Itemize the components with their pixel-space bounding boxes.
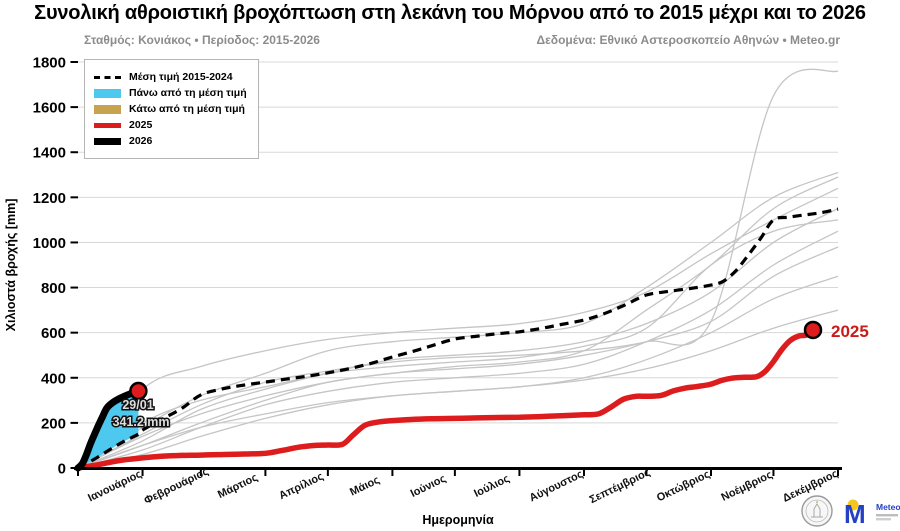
annotation-value: 341.2 mm bbox=[113, 415, 170, 429]
x-tick-label: Απρίλιος bbox=[277, 470, 326, 502]
meteo-logo-text: Meteo bbox=[876, 502, 900, 512]
y-tick-label: 1600 bbox=[33, 100, 66, 117]
historical-year-line bbox=[77, 275, 839, 469]
above-mean-fill bbox=[78, 391, 139, 468]
marker-2026 bbox=[129, 381, 148, 401]
legend-item: Κάτω από τη μέση τιμή bbox=[94, 103, 247, 115]
y-tick-label: 200 bbox=[41, 415, 66, 432]
legend-swatch-patch-icon bbox=[94, 88, 121, 98]
x-tick-label: Σεπτέμβριος bbox=[588, 466, 653, 506]
meteo-logo: M Meteo bbox=[844, 499, 900, 529]
legend-swatch-line-icon bbox=[94, 122, 121, 128]
observatory-seal-logo bbox=[801, 495, 833, 527]
historical-year-line bbox=[77, 309, 839, 469]
station-subtitle: Σταθμός: Κονιάκος • Περίοδος: 2015-2026 bbox=[84, 33, 320, 47]
legend-item-label: Πάνω από τη μέση τιμή bbox=[129, 87, 247, 99]
y-tick-label: 1200 bbox=[33, 190, 66, 207]
meteo-tagline bbox=[876, 514, 898, 517]
series-2025-end-label: 2025 bbox=[831, 322, 869, 341]
legend-item: Μέση τιμή 2015-2024 bbox=[94, 71, 247, 83]
x-tick-label: Ιούνιος bbox=[409, 473, 448, 500]
y-tick-label: 1400 bbox=[33, 145, 66, 162]
historical-year-line bbox=[77, 171, 839, 469]
historical-year-line bbox=[77, 187, 839, 469]
annotation-date: 29/01 bbox=[122, 398, 153, 412]
legend-item-label: 2026 bbox=[129, 135, 153, 147]
x-tick-label: Αύγουστος bbox=[528, 468, 586, 504]
historical-year-line bbox=[77, 246, 839, 469]
y-tick-label: 400 bbox=[41, 370, 66, 387]
x-tick-label: Μάιος bbox=[348, 474, 382, 499]
historical-year-line bbox=[77, 230, 839, 469]
historical-year-line bbox=[77, 219, 839, 469]
y-tick-label: 800 bbox=[41, 280, 66, 297]
x-tick-label: Ιούλιος bbox=[472, 473, 511, 500]
meteo-sun-icon bbox=[847, 499, 859, 511]
x-tick-label: Οκτώβριος bbox=[655, 468, 712, 504]
historical-year-line bbox=[77, 176, 839, 469]
legend-item-label: Μέση τιμή 2015-2024 bbox=[129, 71, 233, 83]
legend-item-label: Κάτω από τη μέση τιμή bbox=[129, 103, 245, 115]
mean-line bbox=[77, 207, 839, 470]
data-source-subtitle: Δεδομένα: Εθνικό Αστεροσκοπείο Αθηνών • … bbox=[536, 33, 840, 47]
historical-year-line bbox=[77, 68, 839, 469]
y-axis-title: Χιλιοστά βροχής [mm] bbox=[4, 199, 18, 332]
legend-item-label: 2025 bbox=[129, 119, 153, 131]
x-tick-label: Νοέμβριος bbox=[719, 469, 774, 504]
marker-2025 bbox=[803, 320, 823, 340]
y-tick-label: 1000 bbox=[33, 235, 66, 252]
x-axis-title: Ημερομηνία bbox=[422, 513, 494, 527]
historical-year-line bbox=[77, 208, 839, 469]
line-2025 bbox=[75, 327, 816, 471]
legend-item: Πάνω από τη μέση τιμή bbox=[94, 87, 247, 99]
end-point-markers bbox=[129, 320, 823, 401]
legend-item: 2025 bbox=[94, 119, 247, 131]
legend-swatch-line-icon bbox=[94, 137, 121, 145]
legend: Μέση τιμή 2015-2024 Πάνω από τη μέση τιμή… bbox=[84, 59, 259, 159]
x-tick-label: Ιανουάριος bbox=[86, 468, 144, 504]
x-tick-label: Μάρτιος bbox=[216, 471, 260, 501]
y-tick-label: 0 bbox=[58, 461, 66, 478]
legend-swatch-patch-icon bbox=[94, 104, 121, 114]
data-series bbox=[74, 68, 839, 472]
y-tick-label: 600 bbox=[41, 325, 66, 342]
x-tick-label: Φεβρουάριος bbox=[142, 465, 210, 507]
legend-swatch-dashed-icon bbox=[94, 75, 121, 79]
legend-item: 2026 bbox=[94, 135, 247, 147]
meteo-tagline bbox=[876, 518, 891, 521]
line-2026 bbox=[74, 387, 142, 472]
y-tick-label: 1800 bbox=[33, 55, 66, 72]
meteo-m-icon: M bbox=[844, 499, 866, 529]
chart-title: Συνολική αθροιστική βροχόπτωση στη λεκάν… bbox=[34, 2, 866, 24]
